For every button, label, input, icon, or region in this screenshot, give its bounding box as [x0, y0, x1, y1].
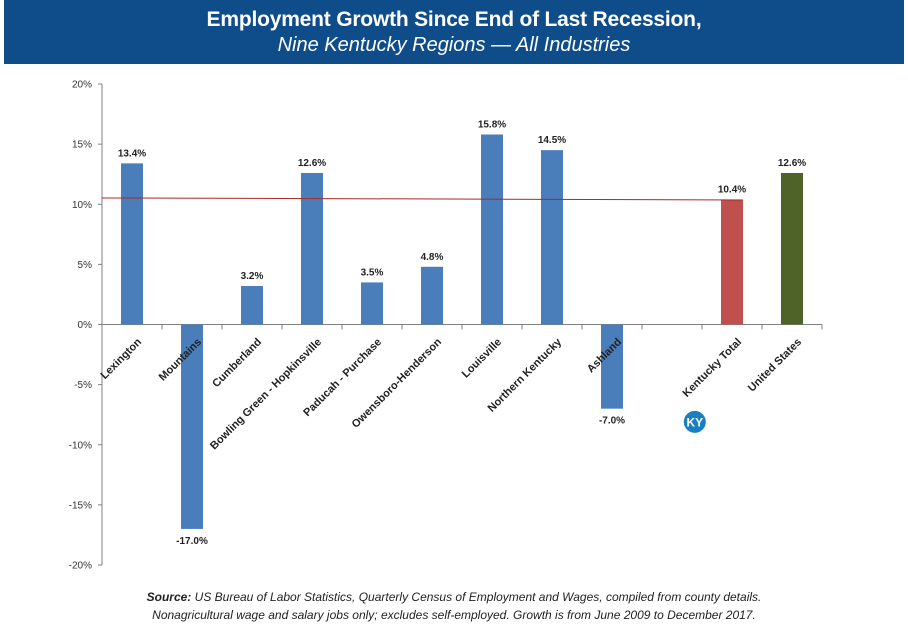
category-label: Bowling Green - Hopkinsville [208, 336, 324, 452]
bar [421, 266, 443, 325]
data-label: 3.5% [361, 267, 384, 278]
y-tick-label: 10% [72, 200, 92, 211]
y-tick-label: -15% [69, 500, 92, 511]
y-tick-label: -10% [69, 440, 92, 451]
data-label: 12.6% [298, 158, 326, 169]
reference-line [101, 197, 744, 201]
bars [121, 134, 803, 529]
bar [601, 324, 623, 409]
chart-subtitle: Nine Kentucky Regions — All Industries [277, 34, 631, 56]
ky-badge-label: KY [686, 415, 703, 429]
bar [241, 286, 263, 325]
bar [121, 163, 143, 325]
bar [361, 282, 383, 325]
data-label: 13.4% [118, 148, 146, 159]
chart-header: Employment Growth Since End of Last Rece… [4, 0, 904, 64]
ky-badge: KY [681, 408, 708, 435]
data-label: 12.6% [778, 158, 806, 169]
source-label: Source: [146, 590, 192, 604]
category-label: Lexington [98, 336, 144, 382]
data-label: 10.4% [718, 184, 746, 195]
source-text: US Bureau of Labor Statistics, Quarterly… [191, 590, 762, 604]
y-tick-label: -20% [69, 561, 92, 572]
y-tick-label: 5% [78, 260, 93, 271]
bar [481, 134, 503, 325]
bar [541, 150, 563, 325]
data-label: 14.5% [538, 135, 566, 146]
data-label: 15.8% [478, 120, 506, 131]
category-label: Kentucky Total [680, 336, 744, 400]
y-axis: -20% -15% -10% -5% 0% 5% 10% 15% 20% [69, 80, 823, 572]
value-labels: 13.4% -17.0% 3.2% 12.6% 3.5% 4.8% 15.8% 14.5% -7… [118, 120, 806, 547]
y-tick-label: 0% [78, 320, 93, 331]
bar [181, 324, 203, 529]
data-label: -7.0% [599, 416, 625, 427]
reference-line-group [101, 197, 744, 201]
y-tick-label: 20% [72, 80, 92, 91]
y-tick-label: -5% [74, 380, 92, 391]
chart-title: Employment Growth Since End of Last Rece… [206, 8, 702, 31]
y-tick-label: 15% [72, 140, 92, 151]
category-label: Cumberland [210, 336, 264, 390]
category-label: United States [746, 336, 804, 394]
bar-chart: -20% -15% -10% -5% 0% 5% 10% 15% 20% 13.4% -17.0%… [69, 80, 823, 572]
bar [721, 199, 743, 325]
footnote: Source: US Bureau of Labor Statistics, Q… [0, 588, 908, 624]
ky-badge-circle [681, 408, 708, 435]
data-label: 3.2% [241, 271, 264, 282]
footnote-line-2: Nonagricultural wage and salary jobs onl… [152, 608, 756, 622]
bar [301, 172, 323, 325]
data-label: 4.8% [421, 252, 444, 263]
bar [781, 172, 803, 325]
footnote-line-1: Source: US Bureau of Labor Statistics, Q… [0, 588, 908, 606]
data-label: -17.0% [176, 536, 208, 547]
category-label: Louisville [460, 336, 504, 380]
